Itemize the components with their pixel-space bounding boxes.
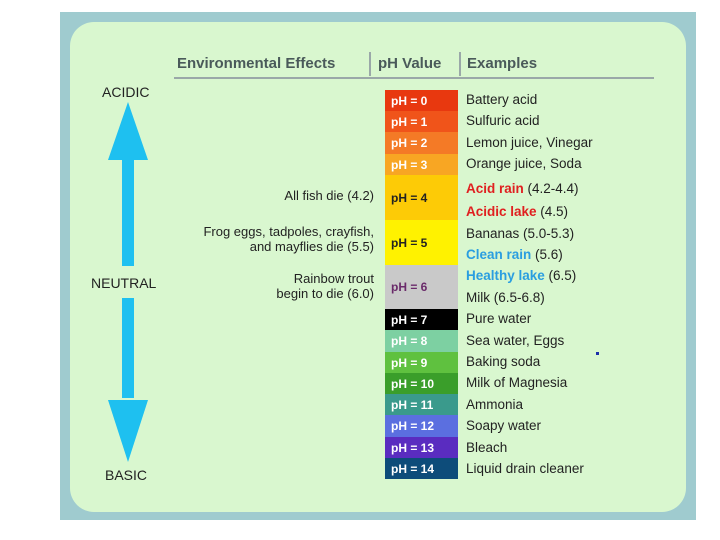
example-text: Soapy water xyxy=(466,418,542,433)
example-item: Liquid drain cleaner xyxy=(466,461,584,476)
example-item: Milk of Magnesia xyxy=(466,375,567,390)
example-text: Liquid drain cleaner xyxy=(466,461,584,476)
example-highlight: Healthy lake xyxy=(466,268,545,283)
effect-frog-eggs: Frog eggs, tadpoles, crayfish, and mayfl… xyxy=(203,224,374,254)
example-text: Sea water, Eggs xyxy=(466,333,565,348)
ph-label: pH = 0 xyxy=(391,93,428,108)
ph-label: pH = 4 xyxy=(391,190,428,205)
example-item: Orange juice, Soda xyxy=(466,156,582,171)
example-item: Clean rain (5.6) xyxy=(466,247,563,262)
stray-dot xyxy=(596,352,599,355)
example-text: Sulfuric acid xyxy=(466,113,540,128)
example-item: Healthy lake (6.5) xyxy=(466,268,576,283)
ph-label: pH = 5 xyxy=(391,235,428,250)
ph-label: pH = 6 xyxy=(391,280,428,294)
ph-cell: pH = 0 xyxy=(385,90,458,111)
ph-label: pH = 13 xyxy=(391,440,435,455)
label-acidic: ACIDIC xyxy=(102,84,150,100)
effect-line: and mayflies die (5.5) xyxy=(249,239,374,254)
ph-label: pH = 2 xyxy=(391,136,428,150)
example-text: Pure water xyxy=(466,311,532,326)
example-text: Bleach xyxy=(466,440,508,455)
example-highlight: Acid rain xyxy=(466,181,524,196)
effect-line: begin to die (6.0) xyxy=(276,286,374,301)
ph-cell: pH = 10 xyxy=(385,373,458,394)
ph-cell: pH = 1 xyxy=(385,111,458,132)
label-neutral: NEUTRAL xyxy=(91,275,157,291)
example-item: Sulfuric acid xyxy=(466,113,540,128)
ph-cell: pH = 12 xyxy=(385,415,458,437)
example-text: (4.5) xyxy=(536,204,569,219)
example-text: Baking soda xyxy=(466,354,541,369)
example-item: Baking soda xyxy=(466,354,540,369)
example-highlight: Acidic lake xyxy=(466,204,537,219)
header-divider xyxy=(459,52,461,76)
effect-all-fish-die: All fish die (4.2) xyxy=(284,188,374,203)
label-basic: BASIC xyxy=(105,467,148,483)
ph-cell: pH = 5 xyxy=(385,220,458,265)
effect-line: Frog eggs, tadpoles, crayfish, xyxy=(203,224,374,239)
effect-line: Rainbow trout xyxy=(293,271,374,286)
example-text: Milk (6.5-6.8) xyxy=(466,290,545,305)
ph-label: pH = 11 xyxy=(391,397,434,412)
ph-label: pH = 12 xyxy=(391,419,435,433)
example-text: (6.5) xyxy=(544,268,577,283)
ph-cell: pH = 6 xyxy=(385,265,458,309)
example-highlight: Clean rain xyxy=(466,247,532,262)
ph-cell: pH = 4 xyxy=(385,175,458,220)
example-item: Bleach xyxy=(466,440,507,455)
header-divider xyxy=(369,52,371,76)
example-text: (4.2-4.4) xyxy=(523,181,579,196)
example-item: Battery acid xyxy=(466,92,537,107)
example-item: Acid rain (4.2-4.4) xyxy=(466,181,579,196)
example-text: Battery acid xyxy=(466,92,538,107)
chart-panel xyxy=(70,22,686,512)
double-arrow-icon xyxy=(108,102,148,462)
ph-label: pH = 3 xyxy=(391,157,428,172)
ph-cell: pH = 7 xyxy=(385,309,458,330)
ph-label: pH = 14 xyxy=(391,461,435,476)
ph-label: pH = 10 xyxy=(391,376,435,391)
example-item: Pure water xyxy=(466,311,531,326)
ph-cell: pH = 13 xyxy=(385,437,458,458)
example-item: Bananas (5.0-5.3) xyxy=(466,226,574,241)
example-text: Milk of Magnesia xyxy=(466,375,568,390)
example-text: Orange juice, Soda xyxy=(466,156,582,171)
ph-label: pH = 8 xyxy=(391,334,428,348)
example-text: Ammonia xyxy=(466,397,524,412)
ph-cell: pH = 3 xyxy=(385,154,458,175)
header-ph: pH Value xyxy=(378,55,442,72)
example-item: Soapy water xyxy=(466,418,541,433)
example-text: Lemon juice, Vinegar xyxy=(466,135,593,150)
header-examples: Examples xyxy=(467,55,538,72)
example-item: Milk (6.5-6.8) xyxy=(466,290,545,305)
example-item: Lemon juice, Vinegar xyxy=(466,135,593,150)
effect-text: All fish die (4.2) xyxy=(284,188,374,203)
header-effects: Environmental Effects xyxy=(177,55,336,72)
ph-label: pH = 7 xyxy=(391,312,428,327)
header-rule xyxy=(174,77,654,79)
ph-label: pH = 1 xyxy=(391,114,428,129)
ph-cell: pH = 11 xyxy=(385,394,458,415)
example-item: Sea water, Eggs xyxy=(466,333,564,348)
ph-cell: pH = 14 xyxy=(385,458,458,479)
effect-rainbow-trout: Rainbow trout begin to die (6.0) xyxy=(276,271,374,301)
ph-label: pH = 9 xyxy=(391,355,428,370)
ph-cell: pH = 8 xyxy=(385,330,458,352)
example-text: (5.6) xyxy=(531,247,563,262)
ph-cell: pH = 9 xyxy=(385,352,458,373)
example-text: Bananas (5.0-5.3) xyxy=(466,226,575,241)
example-item: Ammonia xyxy=(466,397,523,412)
ph-cell: pH = 2 xyxy=(385,132,458,154)
example-item: Acidic lake (4.5) xyxy=(466,204,568,219)
